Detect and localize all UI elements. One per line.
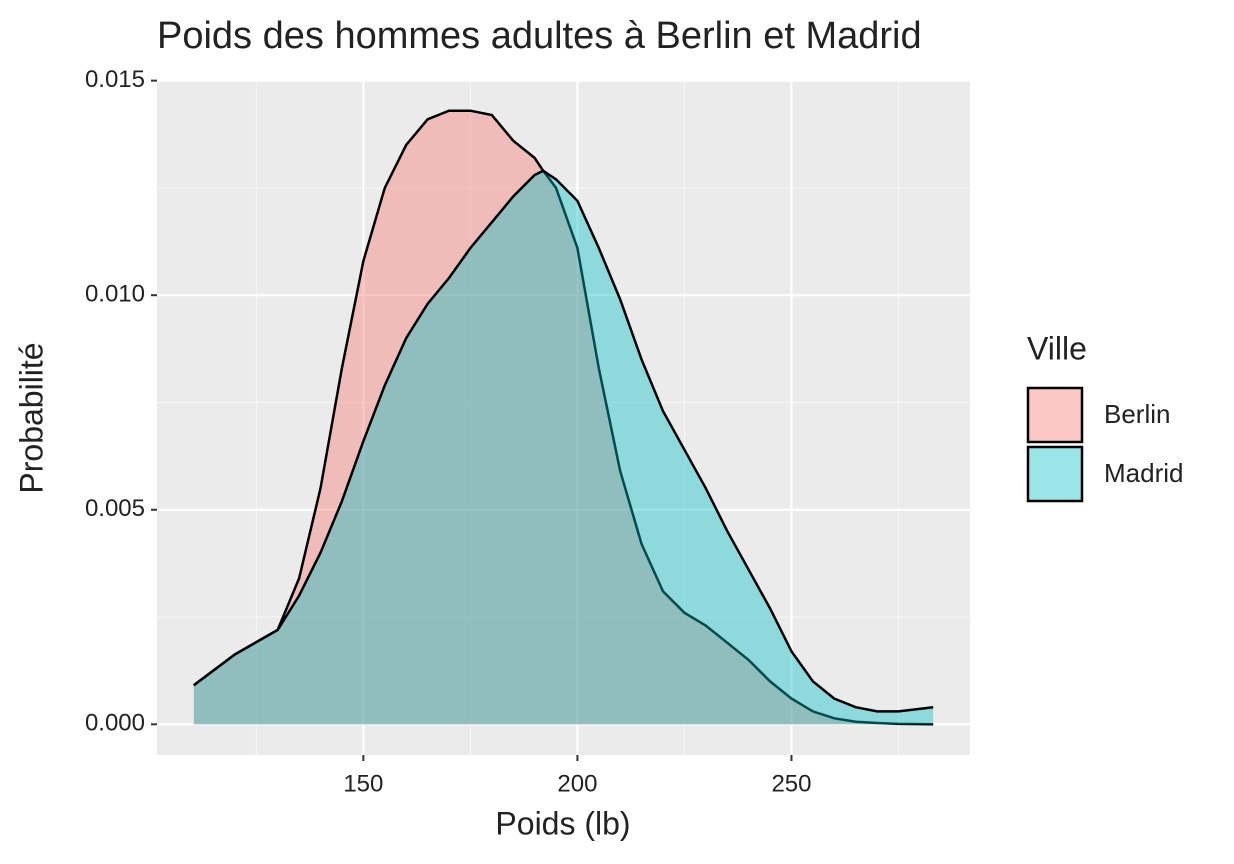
legend-key — [1026, 445, 1084, 503]
legend-key — [1026, 386, 1084, 444]
density-line — [193, 109, 934, 726]
x-tick-label: 200 — [557, 770, 597, 797]
legend-title: Ville — [1027, 330, 1087, 366]
y-tick-label: 0.000 — [85, 710, 145, 737]
y-tick-label: 0.015 — [85, 66, 145, 93]
x-axis-title: Poids (lb) — [495, 805, 630, 841]
density-area — [193, 170, 934, 725]
legend-label: Madrid — [1104, 458, 1183, 488]
density-area — [193, 110, 934, 725]
legend-key-bg — [1028, 388, 1082, 442]
legend-label: Berlin — [1104, 399, 1170, 429]
x-tick-label: 150 — [343, 770, 383, 797]
x-tick-label: 250 — [771, 770, 811, 797]
plot-panel — [157, 80, 970, 755]
legend-key-bg — [1028, 447, 1082, 501]
y-tick-label: 0.005 — [85, 495, 145, 522]
y-tick-label: 0.010 — [85, 281, 145, 308]
density-line — [193, 169, 934, 713]
chart-title: Poids des hommes adultes à Berlin et Mad… — [157, 15, 922, 57]
y-axis-title: Probabilité — [13, 342, 49, 493]
